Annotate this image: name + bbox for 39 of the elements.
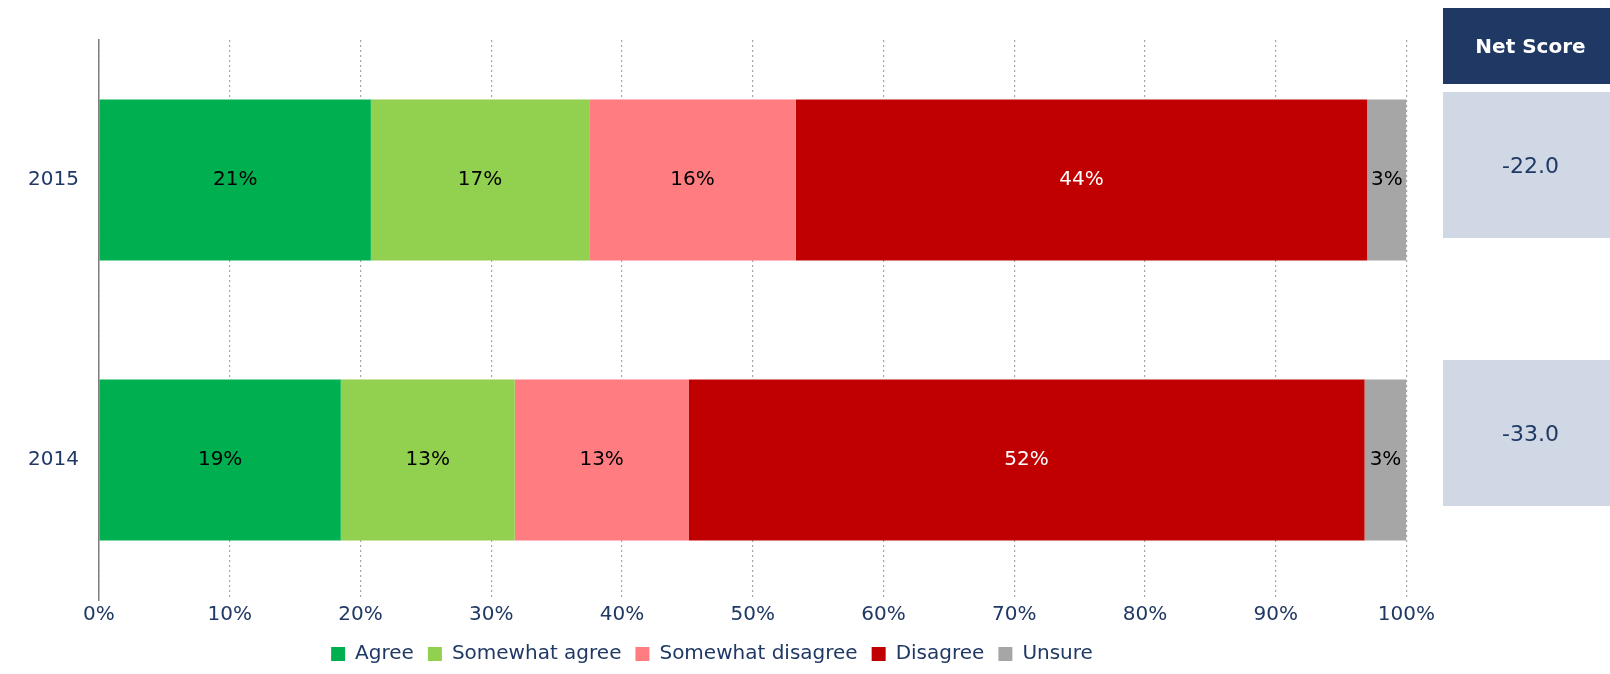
data-label: 17% (457, 166, 503, 191)
x-tick-label: 30% (468, 601, 514, 626)
legend-label: Agree (355, 640, 414, 665)
bar (99, 379, 341, 541)
bar (589, 99, 796, 261)
data-label: 13% (579, 446, 624, 471)
bar (514, 379, 689, 541)
x-tick-label: 80% (1122, 601, 1168, 626)
data-label: 13% (405, 446, 450, 471)
x-tick-label: 90% (1253, 601, 1298, 626)
data-label: 3% (1370, 166, 1403, 191)
x-tick-label: 100% (1377, 601, 1435, 626)
data-label: 3% (1369, 446, 1402, 471)
data-label: 52% (1004, 446, 1049, 471)
bar (99, 99, 371, 261)
data-label: 21% (212, 166, 258, 191)
bar (795, 99, 1368, 261)
data-label: 19% (197, 446, 243, 471)
x-tick-label: 60% (861, 601, 906, 626)
text: -22.0 (1443, 92, 1610, 238)
text: -33.0 (1443, 360, 1610, 506)
text: Net Score (1443, 8, 1610, 84)
legend-label: Somewhat agree (451, 640, 622, 665)
x-tick-label: 0% (83, 601, 115, 626)
data-label: 16% (670, 166, 715, 191)
bar (370, 99, 590, 261)
bar (340, 379, 515, 541)
data-label: 44% (1059, 166, 1104, 191)
x-tick-label: 40% (599, 601, 645, 626)
legend-label: Somewhat disagree (659, 640, 858, 665)
y-tick-label: 2015 (27, 166, 79, 191)
legend-label: Disagree (895, 640, 985, 665)
y-tick-label: 2014 (27, 446, 79, 471)
x-tick-label: 70% (991, 601, 1037, 626)
legend-label: Unsure (1022, 640, 1093, 665)
x-tick-label: 50% (730, 601, 775, 626)
x-tick-label: 20% (338, 601, 383, 626)
x-tick-label: 10% (207, 601, 252, 626)
bar (688, 379, 1365, 541)
